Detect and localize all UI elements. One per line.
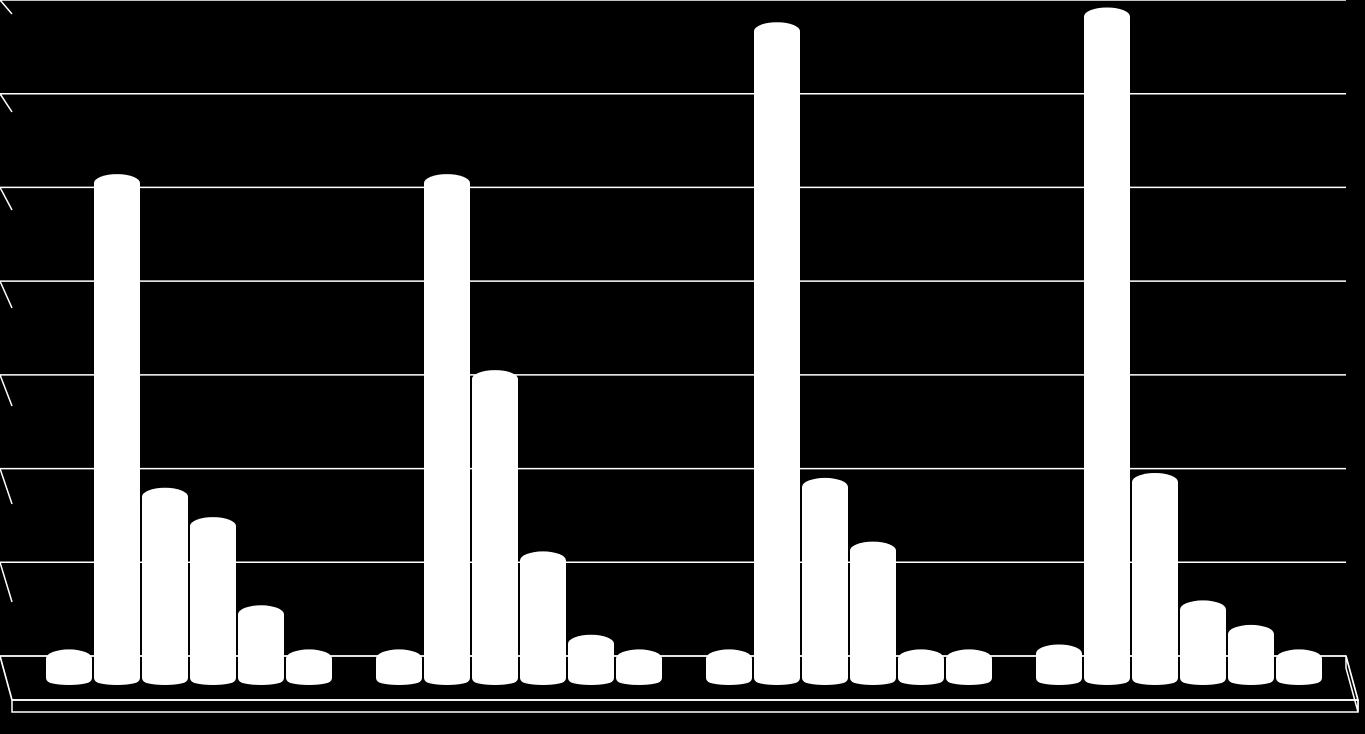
bar-group-2-2: [472, 370, 518, 689]
bars: [46, 8, 1322, 690]
cylinder-bar-chart: [0, 0, 1365, 734]
bar-group-1-5: [286, 649, 332, 689]
bar-group-1-0: [46, 649, 92, 689]
bar-group-1-3: [190, 517, 236, 689]
bar-group-2-3: [520, 551, 566, 689]
bar-group-3-3: [850, 542, 896, 689]
bar-group-3-1: [754, 22, 800, 689]
bar-group-2-1: [424, 174, 470, 689]
bar-group-4-4: [1228, 625, 1274, 689]
bar-group-1-4: [238, 605, 284, 689]
bar-group-3-4: [898, 649, 944, 689]
bar-group-2-4: [568, 635, 614, 689]
bar-group-4-0: [1036, 645, 1082, 690]
bar-group-1-1: [94, 174, 140, 689]
bar-group-3-2: [802, 478, 848, 689]
bar-group-2-0: [376, 649, 422, 689]
bar-group-1-2: [142, 488, 188, 689]
bar-group-4-2: [1132, 473, 1178, 689]
bar-group-4-3: [1180, 600, 1226, 689]
bar-group-4-5: [1276, 649, 1322, 689]
bar-group-4-1: [1084, 8, 1130, 690]
bar-group-3-0: [706, 649, 752, 689]
bar-group-2-5: [616, 649, 662, 689]
bar-group-3-5: [946, 649, 992, 689]
